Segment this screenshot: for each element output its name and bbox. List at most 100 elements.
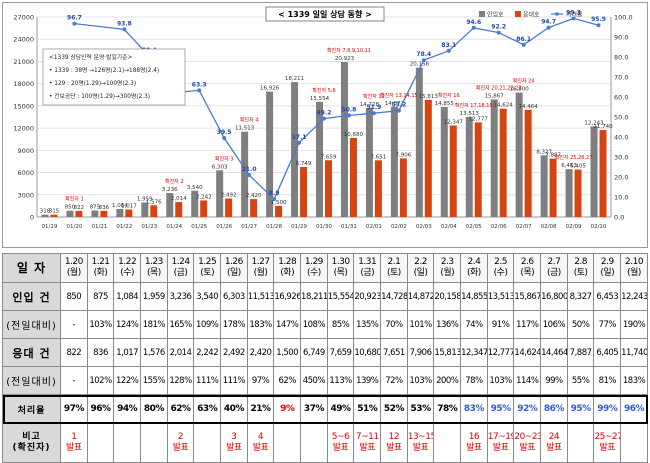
rate-point	[446, 48, 451, 53]
table-cell: 117%	[513, 310, 542, 339]
bar-incoming	[590, 126, 598, 217]
bar-label-incoming: 1,084	[112, 203, 128, 209]
x-tick-label: 01/26	[216, 224, 232, 230]
table-cell: 124%	[113, 310, 142, 339]
table-cell: 78%	[460, 366, 488, 395]
table-cell: 147%	[273, 310, 302, 339]
note-line: • 1339 : 38명 →126명(2.1)→188명(2.4)	[49, 66, 159, 74]
y-right-tick-label: 80.0	[614, 54, 628, 62]
table-cell: 103%	[486, 366, 515, 395]
rate-label: 50.8	[342, 106, 357, 113]
header-date: 1.26 (일)	[220, 253, 248, 283]
rate-label: 86.1	[516, 36, 531, 43]
bar-label-responded: 14,624	[494, 103, 514, 109]
table-cell: 2,492	[220, 338, 248, 367]
x-tick-label: 01/24	[166, 224, 182, 230]
x-tick-label: 01/20	[67, 224, 83, 230]
table-cell: 3,236	[166, 282, 195, 311]
table-cell: 7,651	[380, 338, 408, 367]
bar-incoming	[565, 169, 573, 217]
bar-label-incoming: 3,236	[162, 187, 178, 193]
table-cell	[140, 423, 168, 463]
header-date: 1.27 (월)	[246, 253, 275, 283]
table-cell: 86%	[540, 394, 568, 424]
table-cell: 49%	[326, 394, 355, 424]
bar-responded	[599, 130, 607, 217]
rate-point	[471, 25, 476, 30]
y-left-tick-label: 18000	[13, 80, 34, 88]
table-cell: 96%	[620, 394, 648, 424]
table-cell: 1,576	[140, 338, 168, 367]
table-cell: 63%	[193, 394, 222, 424]
bar-label-incoming: 6,453	[561, 163, 577, 169]
table-cell: 50%	[566, 310, 595, 339]
table-cell: 122%	[113, 366, 142, 395]
table-cell: 11,740	[620, 338, 648, 367]
table-cell: 106%	[540, 310, 568, 339]
table-cell: 14,872	[406, 282, 435, 311]
table-cell: 114%	[513, 366, 542, 395]
bar-label-incoming: 20,158	[410, 62, 430, 68]
y-left-tick-label: 6000	[17, 169, 34, 177]
rate-label: 92.2	[491, 24, 506, 31]
bar-incoming	[266, 91, 274, 217]
row-label: (전일대비)	[2, 366, 61, 395]
rate-point	[571, 16, 576, 21]
table-cell: 8,327	[566, 282, 595, 311]
table-cell: 99%	[540, 366, 568, 395]
table-cell: 21%	[246, 394, 275, 424]
table-cell: 83%	[460, 394, 488, 424]
case-annotation: 확진자 7,8,9,10,11	[327, 47, 371, 54]
table-cell: 16,800	[540, 282, 568, 311]
bar-label-responded: 836	[99, 205, 110, 211]
x-tick-label: 01/19	[42, 224, 58, 230]
y-left-tick-label: 0	[30, 214, 34, 222]
table-cell: 6,453	[593, 282, 622, 311]
y-left-tick-label: 3000	[17, 191, 34, 199]
bar-label-incoming: 14,872	[385, 101, 404, 107]
daily-table: 일 자 1.20 (월) 1.21 (화) 1.22 (수) 1.23 (목) 1.24 …	[2, 253, 648, 463]
bar-responded	[125, 209, 133, 217]
table-cell: 80%	[140, 394, 168, 424]
table-cell: 836	[86, 338, 115, 367]
bar-label-responded: 11,740	[593, 124, 613, 130]
table-cell: 4 발표	[246, 423, 275, 463]
case-annotation: 확진자 13,14,15	[380, 92, 418, 99]
table-cell: 181%	[140, 310, 168, 339]
bar-label-responded: 7,659	[321, 154, 337, 160]
table-cell: 7,659	[326, 338, 355, 367]
bar-label-responded: 7,651	[371, 154, 387, 160]
bar-label-incoming: 14,855	[435, 101, 455, 107]
table-cell	[193, 423, 222, 463]
x-tick-label: 02/02	[391, 224, 407, 230]
rate-point	[297, 140, 302, 145]
bar-responded	[175, 202, 183, 217]
bar-responded	[574, 169, 582, 217]
row-label: 처리율	[2, 394, 61, 424]
bar-label-incoming: 16,926	[260, 86, 280, 92]
bar-label-responded: 7,906	[395, 152, 411, 158]
bar-responded	[300, 167, 308, 217]
table-cell: 74%	[460, 310, 488, 339]
bar-incoming	[116, 208, 124, 217]
bar-label-responded: 12,347	[444, 120, 464, 126]
x-tick-label: 02/09	[566, 224, 582, 230]
table-cell: 15,813	[433, 338, 462, 367]
case-annotation: 확진자 5,6	[312, 87, 335, 94]
x-tick-label: 02/05	[466, 224, 482, 230]
bar-incoming	[465, 116, 473, 217]
table-cell: 108%	[300, 310, 328, 339]
case-annotation: 확진자 20,21,22,23	[476, 84, 522, 91]
consult-trend-chart: 0 3000 6000 9000 12000 15000 18000 21000 24000 27…	[13, 6, 633, 230]
table-cell: 97%	[60, 394, 88, 424]
table-cell: 1,084	[113, 282, 142, 311]
table-cell: 155%	[140, 366, 168, 395]
table-cell: 165%	[166, 310, 195, 339]
table-cell: 53%	[406, 394, 435, 424]
bar-label-incoming: 13,513	[460, 111, 480, 117]
y-right-tick-label: 100.0	[614, 14, 633, 22]
table-cell: 20~23 발표	[513, 423, 542, 463]
table-cell: 850	[60, 282, 88, 311]
table-cell: 14,464	[540, 338, 568, 367]
rate-label: 39.5	[217, 129, 232, 136]
